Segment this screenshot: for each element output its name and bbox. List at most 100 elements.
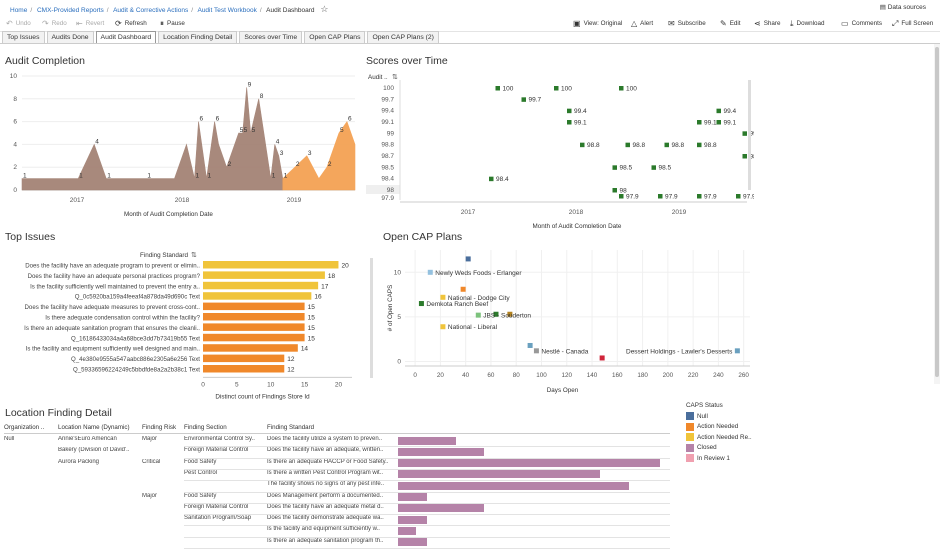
tab-scores-over-time[interactable]: Scores over Time [239, 31, 303, 43]
audit-completion-title: Audit Completion [5, 55, 85, 67]
y-tick-label: 97.9 [381, 195, 394, 202]
open-cap-plans-chart[interactable]: 0 20 40 60 80 100 120 140 160 180 200 220 240 260 0 5 10… [380, 244, 760, 400]
point-label: 97.9 [665, 193, 678, 200]
column-header[interactable]: Location Name (Dynamic) [58, 424, 130, 431]
category-label: Does the facility have adequate measures… [25, 304, 201, 311]
tab-open-cap-plans[interactable]: Open CAP Plans [304, 31, 366, 43]
area-series-brown [21, 87, 284, 191]
cap-point [440, 324, 446, 330]
top-issues-chart[interactable]: Finding Standard ⇅ Does the facility have … [0, 244, 375, 400]
data-label: 6 [216, 116, 220, 123]
legend-item-null[interactable]: Null [686, 411, 752, 422]
breadcrumb-workbook[interactable]: Audit Test Workbook [197, 7, 257, 14]
finding-bar[interactable] [398, 538, 427, 547]
tab-audits-done[interactable]: Audits Done [46, 31, 94, 43]
alert-button[interactable]: △ Alert [631, 19, 653, 28]
score-point [521, 97, 526, 102]
favorite-star-icon[interactable]: ☆ [320, 4, 329, 14]
subscribe-label: Subscribe [677, 20, 706, 27]
breadcrumb-cmx-reports[interactable]: CMX-Provided Reports [36, 7, 104, 14]
view-original-button[interactable]: ▣ View: Original [573, 19, 622, 28]
data-label: 6 [200, 116, 204, 123]
finding-bar[interactable] [398, 515, 427, 524]
x-tick-label: 2018 [175, 197, 190, 204]
finding-bar[interactable] [398, 481, 629, 490]
data-label: 9 [248, 81, 252, 88]
table-cell-risk: Major [142, 492, 158, 499]
table-cell-section: Sanitation Program/Soap [184, 515, 252, 522]
refresh-button[interactable]: ⟳ Refresh [115, 19, 147, 28]
finding-bar[interactable] [398, 447, 485, 456]
finding-bar[interactable] [398, 493, 427, 501]
undo-button[interactable]: ↶ Undo [6, 19, 31, 28]
breadcrumb-audit-corrective[interactable]: Audit & Corrective Actions [113, 7, 189, 14]
cap-point [427, 269, 433, 275]
point-label: 98.8 [633, 142, 646, 149]
legend-item-action-needed-review[interactable]: Action Needed Re.. [686, 432, 752, 443]
edit-button[interactable]: ✎ Edit [720, 19, 741, 28]
table-cell-loc: Bakery (Division of David'.. [58, 447, 130, 454]
revert-button[interactable]: ⇤ Revert [76, 19, 104, 28]
finding-bar[interactable] [398, 436, 456, 445]
score-point [567, 120, 572, 125]
cap-point [460, 286, 466, 292]
table-cell-section: Food Safety [184, 492, 217, 499]
bar-value-label: 16 [314, 294, 322, 301]
column-header[interactable]: Finding Standard [267, 424, 315, 431]
cap-point [440, 294, 446, 300]
legend-label: In Review 1 [697, 454, 730, 462]
point-label: Dessert Holdings - Lawler's Desserts [626, 348, 733, 355]
share-button[interactable]: ⋖ Share [754, 19, 781, 28]
issue-bar [203, 313, 305, 321]
x-tick-label: 100 [536, 372, 547, 379]
column-header[interactable]: Finding Section [184, 424, 227, 431]
column-header[interactable]: Finding Risk [142, 424, 177, 431]
data-sources-button[interactable]: ▤ Data sources [880, 3, 926, 11]
finding-bar[interactable] [398, 459, 660, 468]
point-label: Demkota Ranch Beef [426, 301, 488, 308]
legend-item-action-needed[interactable]: Action Needed [686, 422, 752, 433]
cap-point [465, 256, 471, 262]
x-tick-label: 2017 [461, 209, 476, 216]
x-axis-label: Days Open [547, 387, 579, 394]
column-header[interactable]: Organization .. [4, 424, 45, 431]
legend-label: Closed [697, 444, 717, 452]
pause-button[interactable]: ⏸ Pause [160, 19, 185, 29]
legend-item-in-review[interactable]: In Review 1 [686, 453, 752, 464]
legend-swatch [686, 443, 694, 452]
point-label: 98.5 [620, 165, 633, 172]
comments-button[interactable]: ▭ Comments [841, 19, 882, 28]
location-finding-detail-table[interactable]: Organization .. Location Name (Dynamic) Fi… [4, 424, 670, 549]
score-point [612, 188, 617, 193]
tab-top-issues[interactable]: Top Issues [2, 31, 45, 43]
revert-label: Revert [85, 20, 105, 27]
score-point [580, 142, 585, 148]
breadcrumb-home[interactable]: Home [10, 7, 28, 14]
x-tick-label: 40 [462, 372, 470, 379]
edit-label: Edit [729, 20, 741, 27]
finding-bar[interactable] [398, 470, 600, 479]
redo-button[interactable]: ↷ Redo [42, 19, 67, 28]
undo-label: Undo [15, 20, 31, 27]
finding-bar[interactable] [398, 526, 417, 535]
dashboard-scrollbar-thumb[interactable] [935, 47, 939, 377]
fullscreen-button[interactable]: ⤢ Full Screen [892, 19, 933, 29]
tab-audit-dashboard[interactable]: Audit Dashboard [95, 31, 157, 43]
scores-over-time-chart[interactable]: Audit .. ⇅ 100 99.7 99.4 99.1 99 98.8 98.7 98.5 98… [362, 68, 754, 228]
subscribe-button[interactable]: ✉ Subscribe [668, 19, 706, 28]
score-point [742, 131, 747, 136]
tab-location-finding-detail[interactable]: Location Finding Detail [158, 31, 238, 43]
y-tick-label: 98.5 [381, 164, 394, 171]
issue-bar [203, 354, 285, 363]
data-label: 2 [228, 161, 232, 168]
legend-item-closed[interactable]: Closed [686, 443, 752, 454]
issue-bar [203, 323, 305, 331]
database-icon: ▤ [879, 4, 888, 11]
tab-open-cap-plans-2[interactable]: Open CAP Plans (2) [367, 31, 439, 43]
x-tick-label: 0 [413, 372, 417, 379]
data-label: 1 [79, 173, 83, 180]
download-button[interactable]: ⤓ Download [790, 19, 825, 29]
finding-bar[interactable] [398, 504, 485, 513]
score-point [567, 108, 572, 114]
